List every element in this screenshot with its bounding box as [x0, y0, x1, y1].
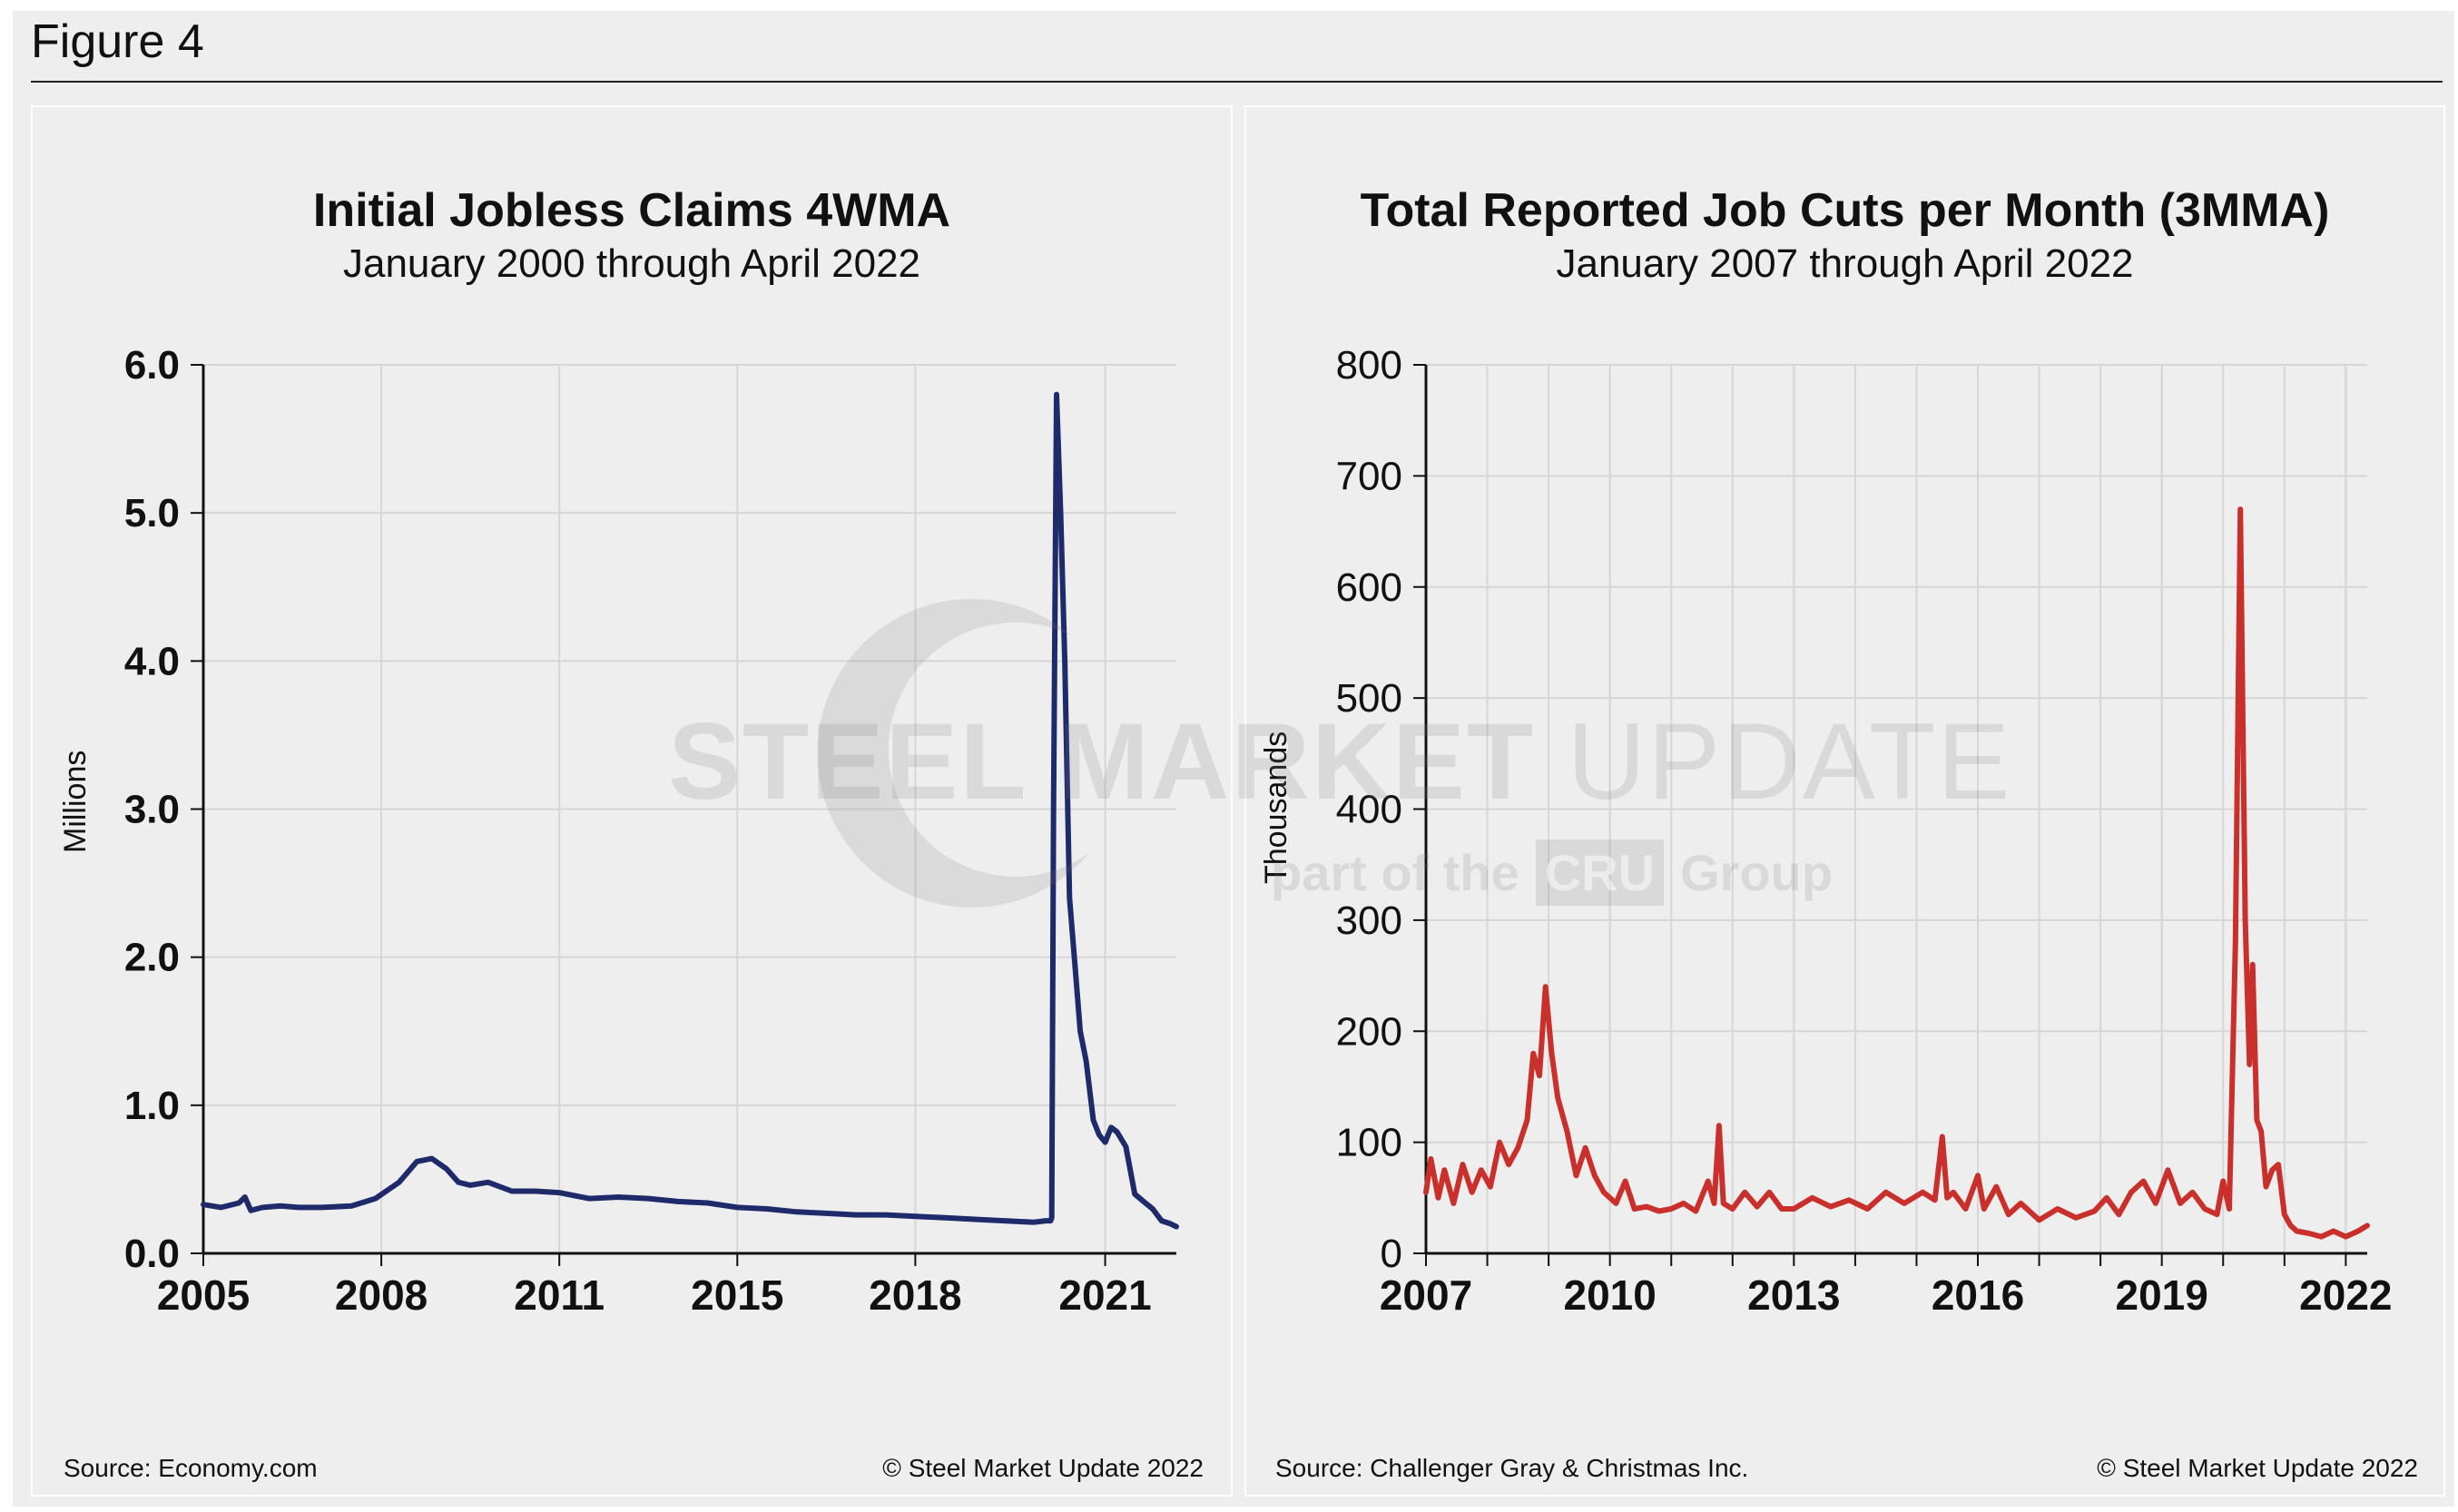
y-tick-label: 2.0 [124, 936, 180, 980]
chart-panel-jobless-claims: 0.0 1.0 2.0 3.0 4.0 5.0 6.0 2005 2008 2011 2015 201… [31, 105, 1233, 1497]
y-tick-label: 400 [1336, 788, 1402, 832]
x-tick-label: 2010 [1563, 1271, 1656, 1319]
x-tick-label: 2018 [869, 1271, 961, 1319]
chart-subtitle: January 2007 through April 2022 [1556, 241, 2134, 286]
x-tick-label: 2022 [2299, 1271, 2392, 1319]
chart-job-cuts: 0 100 200 300 400 500 600 700 800 2007 2010 2013 201… [1336, 343, 2393, 1319]
y-axis-label: Millions [58, 750, 93, 853]
y-tick-label: 4.0 [124, 639, 180, 683]
y-tick-label: 200 [1336, 1009, 1402, 1054]
y-tick-label: 700 [1336, 454, 1402, 498]
y-tick-label: 5.0 [124, 491, 180, 535]
y-axis-label: Thousands [1259, 731, 1293, 884]
x-tick-label: 2021 [1058, 1271, 1151, 1319]
source-note: Source: Economy.com [64, 1454, 318, 1482]
chart-panel-job-cuts: 0 100 200 300 400 500 600 700 800 2007 2010 2013 201… [1244, 105, 2445, 1497]
copyright-note: © Steel Market Update 2022 [882, 1454, 1204, 1482]
x-tick-label: 2013 [1747, 1271, 1840, 1319]
chart-subtitle: January 2000 through April 2022 [342, 241, 921, 286]
y-tick-label: 0.0 [124, 1232, 180, 1276]
chart-jobless-claims: 0.0 1.0 2.0 3.0 4.0 5.0 6.0 2005 2008 2011 2015 201… [124, 343, 1179, 1319]
x-tick-label: 2015 [691, 1271, 783, 1319]
chart-title: Total Reported Job Cuts per Month (3MMA) [1360, 184, 2330, 237]
y-tick-label: 0 [1381, 1232, 1402, 1276]
y-tick-label: 300 [1336, 898, 1402, 943]
y-tick-label: 1.0 [124, 1084, 180, 1128]
y-tick-label: 6.0 [124, 343, 180, 388]
figure-title: Figure 4 [31, 15, 204, 68]
y-tick-label: 100 [1336, 1121, 1402, 1165]
x-tick-label: 2016 [1932, 1271, 2024, 1319]
series-line [201, 391, 1179, 1230]
y-tick-label: 600 [1336, 565, 1402, 610]
x-tick-label: 2008 [335, 1271, 428, 1319]
series-line [1423, 506, 2370, 1240]
source-note: Source: Challenger Gray & Christmas Inc. [1275, 1454, 1749, 1482]
chart-title: Initial Jobless Claims 4WMA [312, 184, 951, 237]
y-tick-label: 3.0 [124, 788, 180, 832]
copyright-note: © Steel Market Update 2022 [2097, 1454, 2418, 1482]
x-tick-label: 2007 [1380, 1271, 1472, 1319]
y-tick-label: 500 [1336, 676, 1402, 721]
x-tick-label: 2005 [157, 1271, 250, 1319]
x-tick-label: 2011 [514, 1271, 605, 1319]
x-tick-label: 2019 [2116, 1271, 2208, 1319]
figure-title-rule [31, 81, 2443, 83]
y-tick-label: 800 [1336, 343, 1402, 388]
